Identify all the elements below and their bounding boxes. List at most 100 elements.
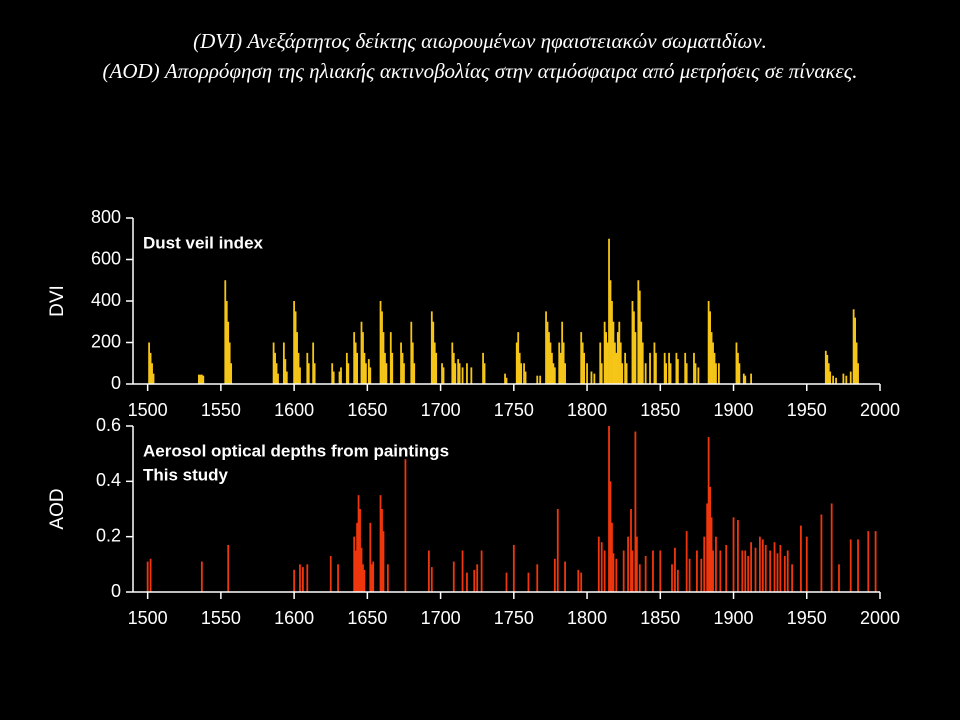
bar — [713, 352, 716, 384]
bar — [299, 564, 301, 592]
bar — [826, 354, 829, 384]
bar — [709, 486, 711, 592]
bar — [452, 352, 455, 384]
bar — [354, 550, 357, 592]
bar — [435, 352, 438, 384]
bar — [297, 352, 300, 384]
bar — [694, 363, 697, 384]
bar — [631, 550, 634, 592]
x-tick-label: 1850 — [640, 400, 680, 420]
bar — [637, 280, 640, 384]
bar — [561, 321, 564, 384]
x-tick-label: 1950 — [787, 400, 827, 420]
annotation: Aerosol optical depths from paintings — [143, 441, 449, 460]
x-tick-label: 1800 — [567, 400, 607, 420]
bar — [615, 558, 618, 592]
bar — [524, 371, 527, 384]
bar — [659, 550, 662, 592]
bar — [411, 342, 414, 384]
y-tick-label: 0 — [111, 373, 121, 393]
bar — [461, 550, 464, 592]
bar — [838, 564, 840, 592]
bar — [758, 536, 761, 592]
bar — [458, 363, 461, 384]
bar — [737, 520, 739, 592]
bar — [389, 332, 392, 384]
bar — [706, 503, 709, 592]
bar — [369, 367, 372, 384]
bar — [829, 371, 832, 384]
bar — [381, 509, 383, 592]
bar — [548, 332, 550, 384]
bar — [277, 373, 279, 384]
bar — [224, 280, 227, 384]
bar — [282, 342, 285, 384]
bar — [665, 363, 668, 384]
bar — [285, 371, 288, 384]
bar — [340, 367, 342, 384]
bar — [600, 542, 603, 592]
bar — [707, 301, 710, 384]
bar — [480, 550, 483, 592]
bar — [198, 374, 200, 384]
bar — [564, 363, 566, 384]
bar — [577, 569, 580, 592]
bar — [356, 522, 358, 592]
bar — [512, 544, 515, 592]
bar — [483, 363, 486, 384]
bar — [712, 342, 714, 384]
bar — [676, 359, 679, 384]
bar — [307, 363, 310, 384]
bar — [337, 564, 339, 592]
bar — [625, 363, 628, 384]
y-tick-label: 800 — [91, 207, 121, 227]
bar — [717, 363, 720, 384]
bar — [712, 550, 714, 592]
bar — [612, 553, 615, 592]
bar — [364, 363, 367, 384]
bar — [313, 363, 316, 384]
bar — [649, 352, 651, 384]
bar — [473, 569, 476, 592]
bar — [433, 342, 436, 384]
bar — [750, 373, 753, 384]
bar — [306, 564, 309, 592]
bar — [735, 342, 738, 384]
bar — [454, 363, 457, 384]
x-tick-label: 1950 — [787, 608, 827, 628]
bar — [633, 311, 635, 384]
bar — [148, 342, 151, 384]
bar — [605, 332, 607, 384]
bar — [360, 321, 363, 384]
bar — [413, 363, 416, 384]
bar — [609, 481, 612, 592]
bar — [293, 569, 296, 592]
bar — [345, 352, 348, 384]
bar — [580, 572, 583, 592]
bar — [849, 371, 852, 384]
bar — [830, 503, 833, 592]
bar — [586, 363, 588, 384]
bar — [675, 352, 678, 384]
bar — [832, 375, 835, 384]
bar — [653, 342, 656, 384]
bar — [149, 352, 152, 384]
annotation: This study — [143, 465, 229, 484]
bar — [618, 321, 621, 384]
bar — [820, 514, 823, 592]
bar — [719, 550, 722, 592]
bar — [296, 332, 298, 384]
bar — [738, 363, 741, 384]
bar — [700, 558, 703, 592]
bar — [684, 352, 687, 384]
bar — [441, 363, 443, 384]
bar — [427, 550, 430, 592]
bar — [800, 525, 802, 592]
bar — [382, 531, 385, 592]
bar — [551, 352, 553, 384]
bar — [747, 556, 750, 592]
bar — [230, 363, 233, 384]
bar — [146, 561, 149, 592]
bar — [149, 558, 152, 592]
bar — [685, 531, 688, 592]
